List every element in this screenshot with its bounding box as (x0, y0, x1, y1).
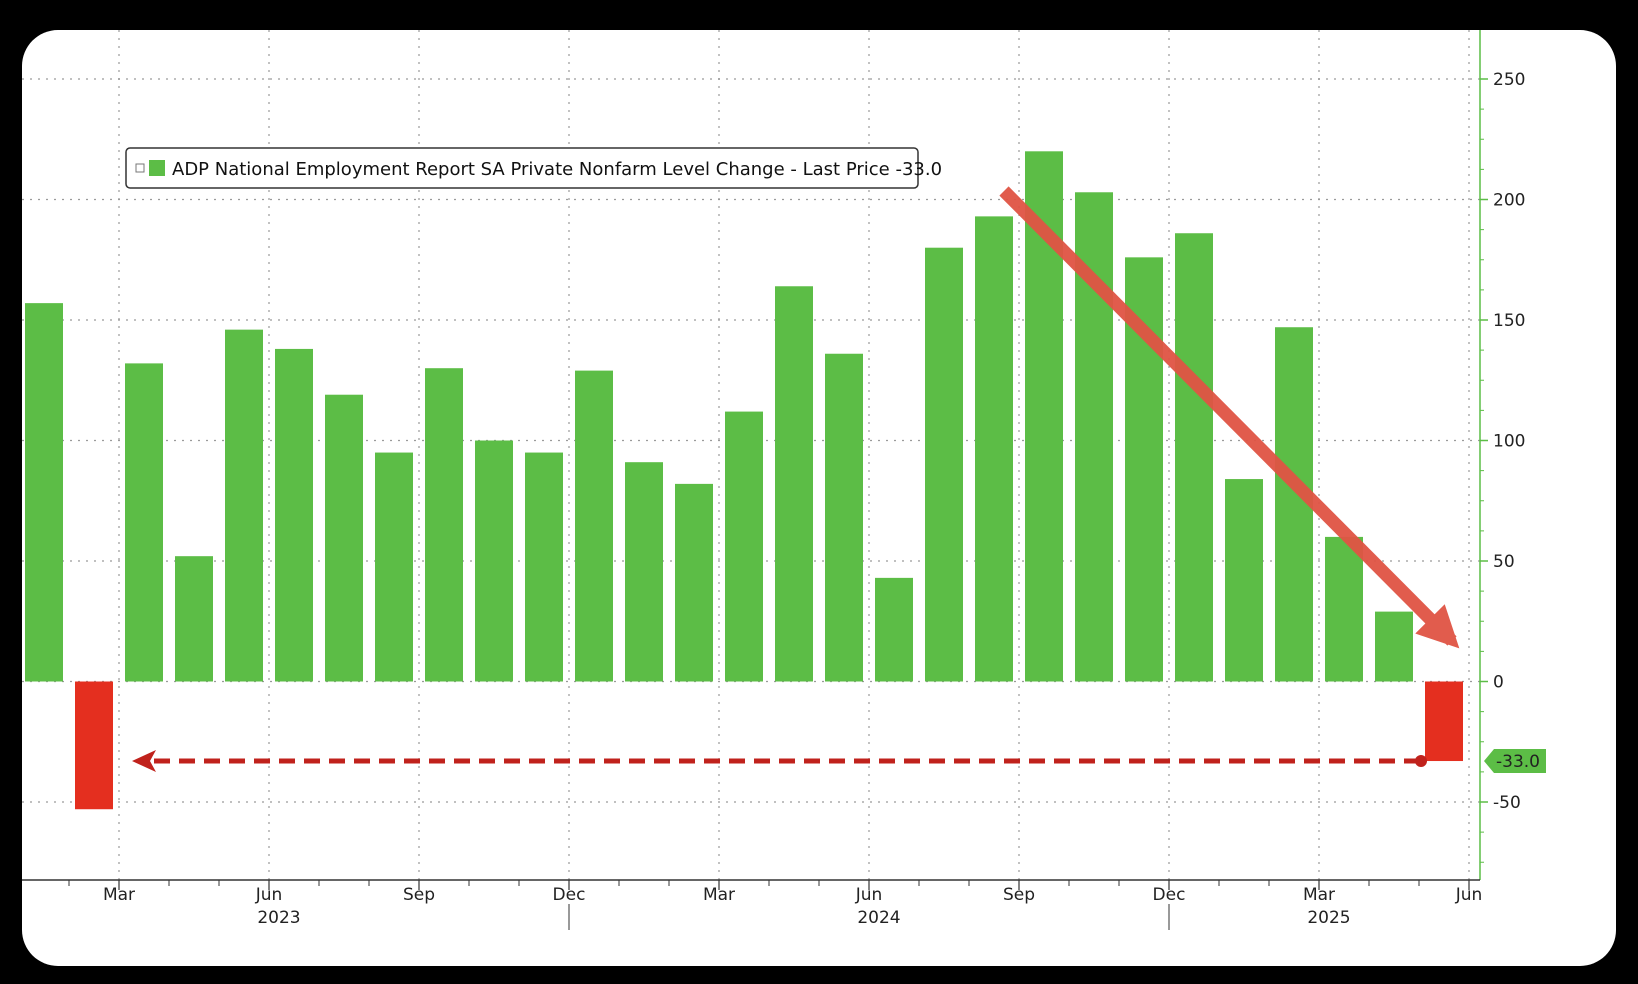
x-tick-label: Mar (703, 885, 735, 905)
bar (925, 247, 963, 682)
bar (175, 556, 213, 682)
bar (1375, 611, 1413, 682)
legend-swatch (149, 160, 165, 176)
x-tick-label: Jun (1455, 885, 1483, 905)
bar (25, 303, 63, 682)
x-tick-label: Mar (1303, 885, 1335, 905)
x-tick-label: Jun (855, 885, 883, 905)
x-tick-label: Dec (1153, 885, 1186, 905)
last-value-tag (1484, 749, 1546, 774)
legend: ADP National Employment Report SA Privat… (125, 147, 942, 189)
x-year-label: 2024 (857, 908, 900, 928)
bar (1325, 536, 1363, 682)
y-tick-label: 200 (1493, 191, 1525, 211)
bar (975, 216, 1013, 682)
bar (675, 483, 713, 682)
bars (25, 151, 1463, 810)
x-tick-label: Dec (553, 885, 586, 905)
chart-card: -50 0 50 100 150 200 250 Mar Jun Sep Dec Mar Jun Sep D… (22, 30, 1616, 966)
bar (775, 286, 813, 682)
dashed-arrow-head (132, 750, 156, 773)
adp-bar-chart: -50 0 50 100 150 200 250 Mar Jun Sep Dec Mar Jun Sep D… (22, 30, 1546, 930)
annotations (132, 186, 1460, 773)
x-tick-label: Sep (1003, 885, 1035, 905)
bar (425, 368, 463, 682)
x-tick-label: Sep (403, 885, 435, 905)
legend-label: ADP National Employment Report SA Privat… (172, 159, 942, 180)
bar (1425, 681, 1463, 762)
bar (575, 370, 613, 682)
y-tick-label: 50 (1493, 552, 1515, 572)
bar (275, 348, 313, 682)
bar (875, 577, 913, 682)
y-tick-label: 0 (1493, 673, 1504, 693)
bar (1175, 233, 1213, 682)
bar (225, 329, 263, 682)
y-tick-label: 100 (1493, 432, 1525, 452)
bar (75, 681, 113, 810)
bar (525, 452, 563, 682)
bar (475, 440, 513, 682)
bar (825, 353, 863, 682)
last-value-tag-label: -33.0 (1496, 752, 1540, 772)
y-tick-label: -50 (1493, 793, 1521, 813)
axes: -50 0 50 100 150 200 250 Mar Jun Sep Dec Mar Jun Sep D… (22, 30, 1546, 930)
x-tick-label: Mar (103, 885, 135, 905)
y-tick-label: 150 (1493, 311, 1525, 331)
bar (125, 363, 163, 682)
y-tick-label: 250 (1493, 70, 1525, 90)
trend-down-arrow (999, 186, 1460, 649)
x-year-label: 2023 (257, 908, 300, 928)
legend-expand-icon (135, 163, 145, 173)
bar (325, 394, 363, 682)
legend-box (125, 147, 919, 189)
dashed-arrow-dot (1415, 755, 1427, 768)
bar (725, 411, 763, 682)
bar (1225, 479, 1263, 682)
bar (375, 452, 413, 682)
x-year-label: 2025 (1307, 908, 1350, 928)
x-tick-label: Jun (255, 885, 283, 905)
bar (1275, 327, 1313, 682)
bar (625, 462, 663, 682)
